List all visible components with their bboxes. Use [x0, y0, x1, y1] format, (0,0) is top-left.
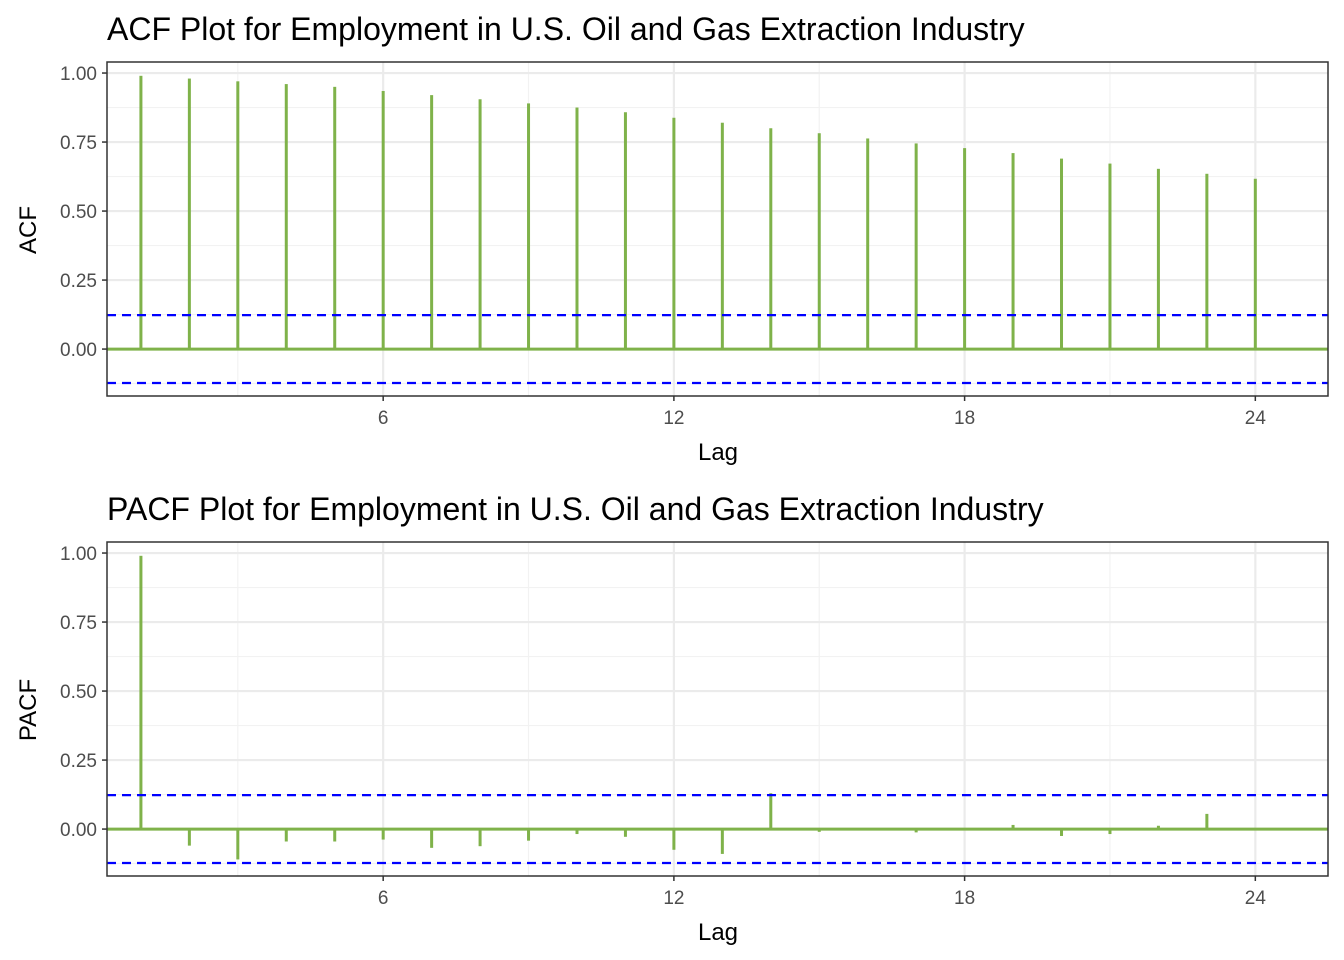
- acf-bar-lag-11: [623, 112, 627, 350]
- acf-bar-lag-3: [236, 81, 240, 350]
- pacf-chart-title: PACF Plot for Employment in U.S. Oil and…: [107, 491, 1044, 527]
- pacf-bar-lag-14: [769, 793, 773, 830]
- pacf-bar-lag-17: [914, 829, 918, 833]
- pacf-y-tick-label: 0.75: [60, 613, 97, 634]
- acf-y-tick-label: 1.00: [60, 64, 97, 85]
- pacf-bar-lag-23: [1205, 813, 1209, 830]
- acf-bar-lag-19: [1011, 153, 1015, 350]
- pacf-bar-lag-20: [1060, 829, 1064, 836]
- pacf-bar-lag-2: [187, 829, 191, 846]
- acf-bar-lag-13: [720, 122, 724, 350]
- acf-x-tick-label: 18: [954, 408, 975, 429]
- pacf-bar-lag-21: [1108, 829, 1112, 835]
- pacf-panel-border: [106, 541, 1329, 877]
- pacf-bar-lag-6: [381, 829, 385, 840]
- acf-bar-lag-14: [769, 128, 773, 350]
- pacf-x-tick-label: 6: [378, 888, 389, 909]
- acf-bar-lag-10: [575, 107, 579, 350]
- acf-bar-lag-16: [866, 138, 870, 350]
- pacf-panel: PACF Plot for Employment in U.S. Oil and…: [15, 491, 1329, 946]
- pacf-y-tick-label: 0.25: [60, 751, 97, 772]
- pacf-bar-lag-19: [1011, 824, 1015, 830]
- pacf-bar-lag-3: [236, 829, 240, 860]
- acf-bar-lag-23: [1205, 173, 1209, 350]
- acf-bar-lag-18: [963, 148, 967, 350]
- acf-y-tick-label: 0.25: [60, 271, 97, 292]
- pacf-bar-lag-9: [527, 829, 531, 841]
- pacf-y-tick-label: 0.00: [60, 820, 97, 841]
- pacf-bar-lag-10: [575, 829, 579, 835]
- acf-bar-lag-2: [187, 78, 191, 350]
- acf-bars: [139, 75, 1257, 350]
- acf-bar-lag-5: [333, 86, 337, 350]
- pacf-bar-lag-8: [478, 829, 482, 847]
- pacf-y-axis-title: PACF: [15, 679, 42, 741]
- pacf-bar-lag-13: [720, 829, 724, 854]
- acf-bar-lag-9: [527, 103, 531, 350]
- acf-bar-lag-22: [1156, 168, 1160, 350]
- acf-bar-lag-6: [381, 90, 385, 350]
- acf-bar-lag-24: [1253, 178, 1257, 350]
- acf-bar-lag-1: [139, 75, 143, 350]
- pacf-bar-lag-1: [139, 555, 143, 830]
- pacf-bar-lag-12: [672, 829, 676, 850]
- acf-bar-lag-4: [284, 84, 288, 350]
- pacf-bar-lag-11: [623, 829, 627, 837]
- pacf-x-axis-title: Lag: [698, 919, 738, 946]
- acf-y-tick-label: 0.75: [60, 133, 97, 154]
- acf-x-tick-label: 6: [378, 408, 389, 429]
- acf-y-axis-title: ACF: [15, 206, 42, 254]
- acf-bar-lag-7: [430, 95, 434, 350]
- pacf-y-tick-label: 1.00: [60, 544, 97, 565]
- pacf-x-tick-label: 18: [954, 888, 975, 909]
- acf-x-tick-label: 12: [663, 408, 684, 429]
- acf-bar-lag-12: [672, 117, 676, 350]
- acf-bar-lag-17: [914, 143, 918, 350]
- acf-bar-lag-8: [478, 99, 482, 350]
- pacf-bar-lag-22: [1156, 825, 1160, 830]
- acf-y-tick-label: 0.00: [60, 340, 97, 361]
- acf-x-axis-title: Lag: [698, 439, 738, 466]
- acf-bar-lag-15: [817, 133, 821, 350]
- acf-bar-lag-20: [1060, 158, 1064, 350]
- pacf-x-tick-label: 24: [1245, 888, 1267, 909]
- acf-panel: ACF Plot for Employment in U.S. Oil and …: [15, 11, 1329, 466]
- pacf-bar-lag-4: [284, 829, 288, 842]
- pacf-bar-lag-7: [430, 829, 434, 848]
- acf-bar-lag-21: [1108, 163, 1112, 350]
- pacf-bar-lag-5: [333, 829, 337, 842]
- acf-chart-title: ACF Plot for Employment in U.S. Oil and …: [107, 11, 1025, 47]
- acf-y-tick-label: 0.50: [60, 202, 97, 223]
- pacf-y-tick-label: 0.50: [60, 682, 97, 703]
- pacf-bars: [139, 555, 1257, 860]
- acf-panel-border: [106, 61, 1329, 397]
- acf-x-tick-label: 24: [1245, 408, 1267, 429]
- pacf-x-tick-label: 12: [663, 888, 684, 909]
